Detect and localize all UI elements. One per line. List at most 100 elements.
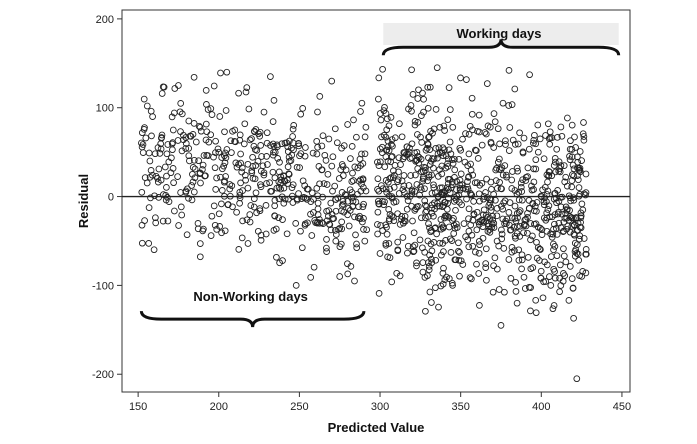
data-point	[295, 142, 303, 150]
data-point	[260, 108, 268, 116]
data-point	[439, 280, 447, 288]
data-point	[357, 176, 364, 184]
data-point	[582, 269, 590, 277]
data-point	[156, 150, 164, 157]
data-point	[256, 205, 264, 212]
data-point	[464, 236, 472, 244]
data-point	[423, 145, 431, 152]
data-point	[438, 221, 446, 229]
data-point	[473, 226, 481, 234]
data-point	[457, 146, 465, 154]
data-point	[456, 184, 464, 192]
data-point	[518, 188, 526, 195]
data-point	[190, 120, 198, 127]
data-point	[411, 188, 418, 195]
data-point	[168, 154, 175, 162]
data-point	[333, 139, 341, 147]
data-point	[277, 176, 285, 184]
data-point	[416, 236, 424, 244]
data-point	[480, 206, 488, 214]
data-point	[266, 179, 273, 187]
data-point	[375, 290, 383, 297]
data-point	[163, 150, 171, 158]
annotation-label-box	[383, 23, 619, 45]
data-point	[548, 134, 556, 142]
data-point	[354, 164, 362, 172]
data-point	[199, 166, 206, 173]
brace-non-working-days	[139, 310, 366, 328]
data-point	[425, 134, 432, 141]
data-point	[428, 247, 436, 255]
data-point	[314, 108, 321, 116]
data-point	[443, 273, 450, 281]
data-point	[327, 199, 335, 207]
data-point	[257, 142, 265, 149]
data-point	[223, 68, 231, 76]
data-point	[394, 246, 402, 254]
data-point	[350, 177, 357, 184]
data-point	[152, 219, 160, 227]
data-point	[363, 226, 371, 234]
data-point	[438, 251, 445, 259]
data-point	[511, 202, 519, 210]
data-point	[332, 227, 339, 234]
data-point	[522, 177, 530, 184]
data-point	[453, 220, 460, 228]
data-point	[356, 215, 364, 223]
data-point	[435, 303, 442, 311]
data-point	[313, 219, 321, 227]
data-point	[328, 162, 336, 170]
data-point	[552, 168, 560, 176]
data-point	[496, 140, 503, 148]
data-point	[522, 216, 530, 223]
data-point	[493, 265, 501, 273]
data-point	[472, 147, 480, 154]
data-point	[519, 176, 526, 184]
data-point	[582, 246, 590, 253]
data-point	[516, 207, 524, 214]
data-point	[515, 256, 523, 264]
data-point	[570, 230, 578, 238]
data-point	[168, 113, 176, 121]
data-point	[257, 236, 265, 244]
data-point	[532, 165, 540, 173]
data-point	[447, 249, 455, 256]
data-point	[243, 216, 251, 224]
data-point	[575, 184, 583, 191]
data-point	[185, 152, 193, 160]
data-point	[292, 220, 300, 227]
data-point	[185, 194, 192, 202]
axes-layer: 150 200 250 300 350 400 450 -200 -100 0 100 200 Pred…	[76, 9, 631, 435]
data-point	[522, 222, 530, 230]
data-point	[385, 206, 393, 213]
data-point	[140, 95, 148, 103]
data-point	[200, 152, 208, 159]
annotations-layer: Working days Non-Working days	[139, 23, 621, 328]
data-point	[213, 226, 221, 233]
data-point	[383, 126, 391, 134]
data-point	[358, 99, 366, 107]
data-point	[576, 232, 584, 240]
data-point	[197, 179, 204, 187]
data-point	[299, 177, 307, 185]
data-point	[382, 221, 390, 229]
data-point	[546, 128, 554, 136]
data-point	[252, 189, 260, 197]
data-point	[302, 144, 309, 151]
data-point	[277, 179, 285, 187]
data-point	[555, 158, 563, 166]
data-point	[455, 256, 463, 264]
data-point	[295, 140, 302, 148]
data-point	[360, 226, 367, 233]
x-tick-label: 200	[210, 401, 228, 413]
data-point	[335, 175, 343, 182]
data-point	[483, 175, 490, 183]
data-point	[456, 176, 464, 184]
data-point	[462, 233, 469, 240]
data-point	[440, 264, 447, 272]
data-point	[227, 137, 235, 145]
data-point	[410, 229, 418, 237]
data-point	[242, 88, 250, 96]
data-point	[280, 199, 288, 207]
data-point	[375, 200, 383, 208]
